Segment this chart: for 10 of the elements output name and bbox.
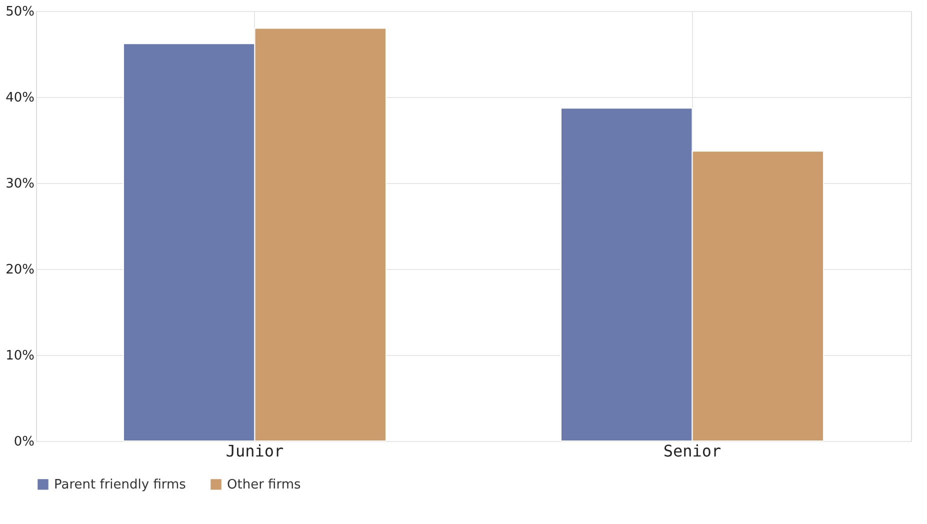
x-tick-label: Senior (663, 442, 722, 460)
x-tick-label: Junior (226, 442, 284, 460)
y-tick-label: 40% (6, 90, 34, 106)
y-tick-label: 20% (6, 262, 34, 278)
y-tick-label: 0% (14, 434, 34, 450)
y-tick-label: 30% (6, 176, 34, 192)
y-tick-label: 10% (6, 348, 34, 364)
legend-label: Parent friendly firms (54, 477, 186, 492)
legend-label: Other firms (227, 477, 302, 492)
y-tick-label: 50% (6, 4, 34, 20)
